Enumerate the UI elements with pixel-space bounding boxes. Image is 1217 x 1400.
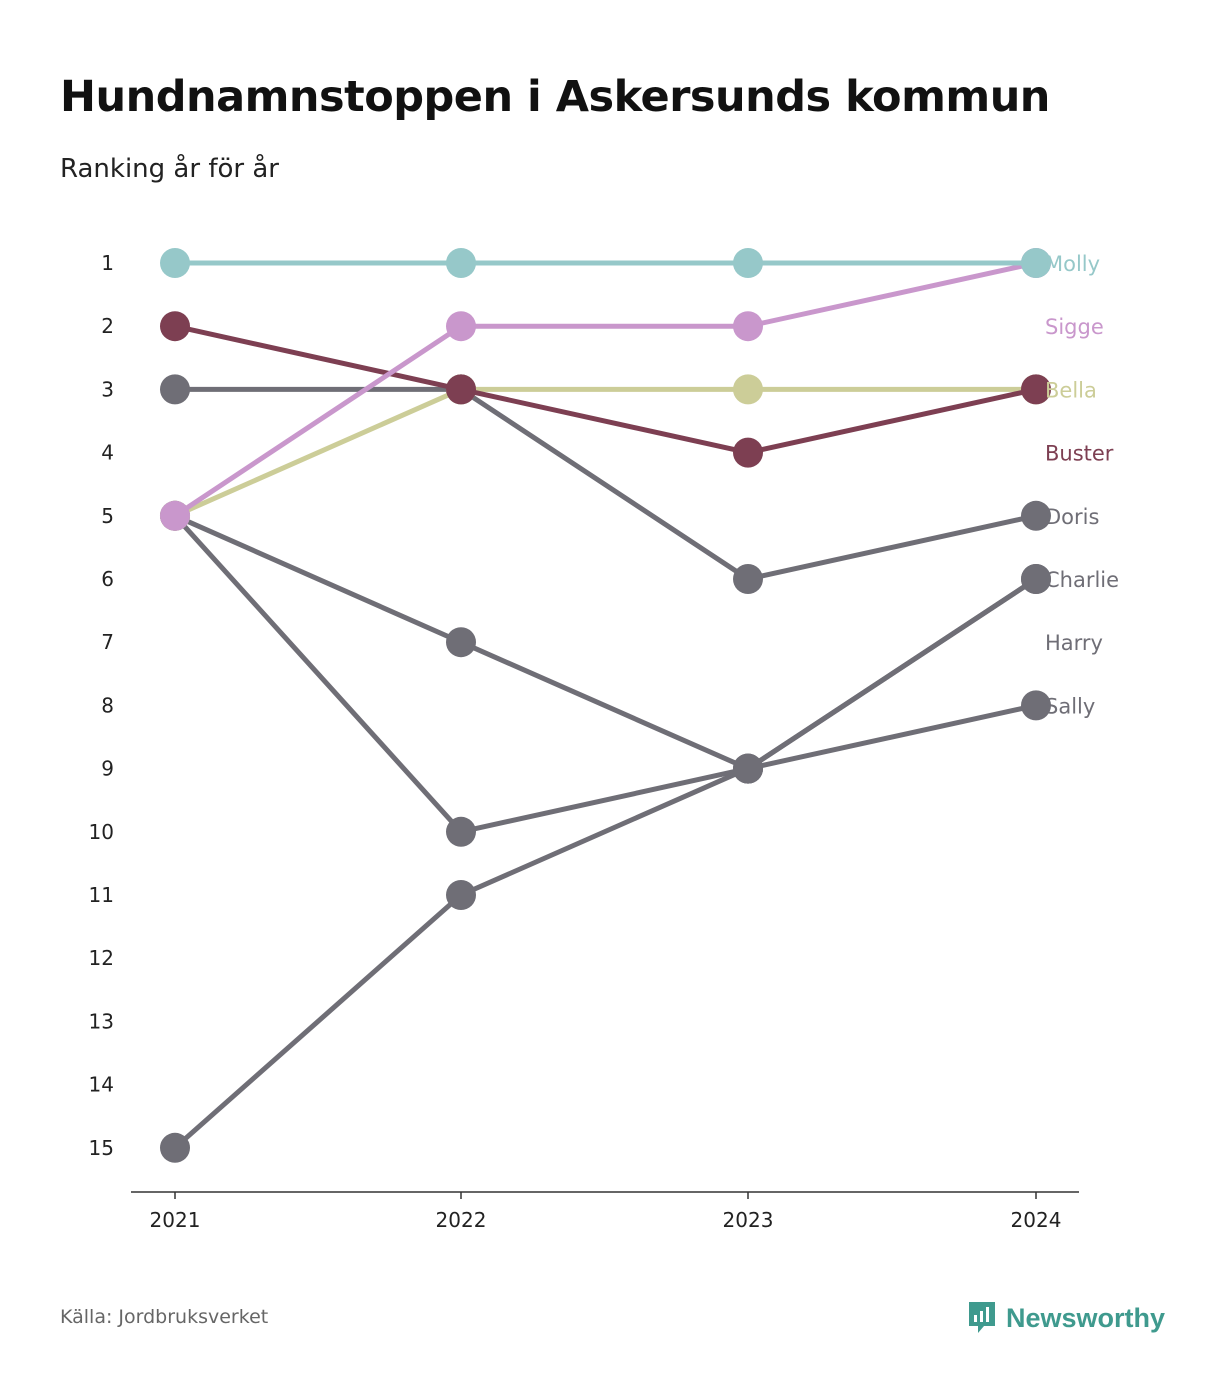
y-tick-label: 1 [101, 251, 114, 275]
series-line [172, 386, 1039, 519]
data-point[interactable] [446, 374, 476, 405]
newsworthy-logo-icon [969, 1302, 995, 1333]
y-tick-label: 15 [89, 1136, 114, 1160]
data-point[interactable] [1021, 564, 1051, 594]
x-tick-label: 2024 [1011, 1208, 1062, 1232]
brand-logo[interactable]: Newsworthy [966, 1300, 1165, 1336]
chart-subtitle: Ranking år för år [60, 154, 279, 184]
brand-name: Newsworthy [1006, 1302, 1166, 1333]
y-tick-label: 9 [101, 757, 114, 781]
series-layer [160, 248, 1051, 1163]
end-label-sally: Sally [1045, 694, 1095, 718]
end-label-charlie: Charlie [1045, 568, 1119, 592]
series-line [172, 386, 1039, 582]
y-tick-label: 2 [101, 314, 114, 338]
data-point[interactable] [733, 753, 763, 784]
end-label-sigge: Sigge [1045, 315, 1104, 339]
series-line [172, 702, 1039, 1151]
data-point[interactable] [446, 311, 476, 342]
y-tick-label: 10 [89, 820, 114, 844]
series-harry [160, 500, 1051, 847]
y-tick-label: 8 [101, 693, 114, 717]
series-buster [160, 311, 1051, 468]
y-tick-label: 7 [101, 630, 114, 654]
data-point[interactable] [1021, 500, 1051, 531]
data-point[interactable] [1021, 248, 1051, 278]
series-doris [160, 374, 1051, 594]
data-point[interactable] [733, 564, 763, 594]
x-axis: 2021 2022 2023 2024 [131, 1191, 1079, 1232]
y-tick-label: 6 [101, 567, 114, 591]
data-point[interactable] [1021, 374, 1051, 405]
data-point[interactable] [446, 880, 476, 910]
end-labels: Molly Sigge Bella Buster Doris Charlie Harry Sa… [1045, 252, 1119, 718]
series-molly [160, 248, 1051, 278]
source-note: Källa: Jordbruksverket [60, 1306, 269, 1328]
data-point[interactable] [160, 311, 190, 342]
data-point[interactable] [160, 500, 190, 531]
x-tick-label: 2021 [150, 1208, 201, 1232]
data-point[interactable] [446, 627, 476, 658]
data-point[interactable] [733, 248, 763, 278]
data-point[interactable] [160, 374, 190, 405]
series-line [172, 260, 1039, 519]
y-tick-label: 5 [101, 504, 114, 528]
y-tick-label: 13 [89, 1009, 114, 1033]
series-line [172, 513, 1039, 772]
y-tick-label: 14 [89, 1073, 114, 1097]
end-label-molly: Molly [1045, 252, 1100, 276]
series-sally [160, 690, 1051, 1163]
end-label-doris: Doris [1045, 505, 1099, 529]
data-point[interactable] [733, 437, 763, 468]
y-tick-label: 3 [101, 377, 114, 401]
data-point[interactable] [733, 374, 763, 405]
data-point[interactable] [1021, 690, 1051, 721]
data-point[interactable] [446, 248, 476, 278]
end-label-harry: Harry [1045, 631, 1103, 655]
end-label-buster: Buster [1045, 442, 1114, 466]
end-label-bella: Bella [1045, 378, 1097, 402]
data-point[interactable] [160, 248, 190, 278]
x-tick-label: 2023 [723, 1208, 774, 1232]
y-tick-label: 12 [89, 946, 114, 970]
x-tick-label: 2022 [436, 1208, 487, 1232]
y-tick-label: 4 [101, 441, 114, 465]
data-point[interactable] [733, 311, 763, 342]
y-tick-label: 11 [89, 883, 114, 907]
data-point[interactable] [446, 816, 476, 847]
data-point[interactable] [160, 1132, 190, 1163]
chart-title: Hundnamnstoppen i Askersunds kommun [60, 72, 1050, 122]
series-bella [160, 374, 1051, 531]
series-line [172, 323, 1039, 456]
series-line [172, 513, 1039, 835]
